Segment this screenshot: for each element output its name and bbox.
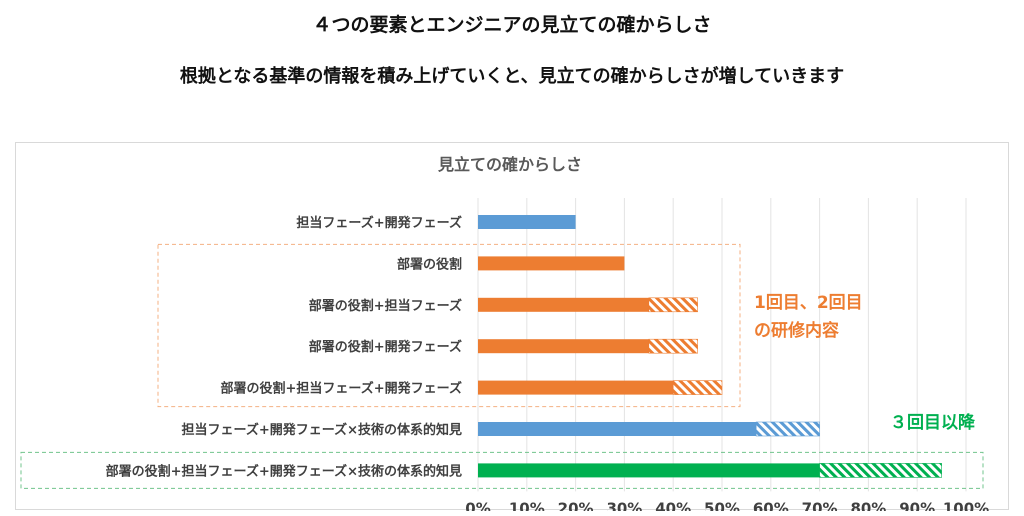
bar-solid [478,256,625,271]
bar-hatched [648,338,698,354]
x-tick-label: 100% [943,499,989,511]
category-label: 部署の役割+担当フェーズ+開発フェーズ×技術の体系的知見 [106,463,462,479]
category-label: 部署の役割+担当フェーズ [309,298,462,314]
chart-title: 見立ての確からしさ [437,155,582,174]
bar-chart: 見立ての確からしさ 担当フェーズ+開発フェーズ部署の役割部署の役割+担当フェーズ… [20,155,989,511]
green-group-callout: ３回目以降 [890,412,976,433]
x-tick-label: 80% [850,499,886,511]
page-heading: ４つの要素とエンジニアの見立ての確からしさ [312,14,712,36]
x-tick-label: 50% [704,499,740,511]
x-tick-label: 40% [655,499,691,511]
bar-solid [478,380,674,395]
chart-frame: 見立ての確からしさ 担当フェーズ+開発フェーズ部署の役割部署の役割+担当フェーズ… [15,142,1009,511]
x-tick-label: 0% [465,499,490,511]
bar-solid [478,215,576,229]
category-label: 部署の役割+開発フェーズ [309,339,462,355]
bar-solid [478,422,757,436]
x-tick-label: 30% [606,499,642,511]
bar-hatched [672,380,723,395]
category-labels: 担当フェーズ+開発フェーズ部署の役割部署の役割+担当フェーズ部署の役割+開発フェ… [106,215,462,479]
orange-group-callout-line-1: 1回目、2回目 [754,293,863,313]
x-tick-label: 90% [899,499,935,511]
category-label: 部署の役割 [397,256,462,272]
bar-solid [478,297,649,312]
bar-hatched [819,463,942,478]
group-boxes [20,243,984,489]
bar-solid [478,463,820,478]
category-label: 部署の役割+担当フェーズ+開発フェーズ [221,381,463,397]
category-label: 担当フェーズ+開発フェーズ×技術の体系的知見 [182,422,463,438]
bar-hatched [755,421,820,437]
x-tick-label: 20% [558,499,594,511]
x-tick-label: 60% [753,499,789,511]
orange-group-callout-line-2: の研修内容 [754,320,839,341]
category-label: 担当フェーズ+開発フェーズ [296,215,462,231]
page-subheading: 根拠となる基準の情報を積み上げていくと、見立ての確からしさが増していきます [179,66,845,87]
x-tick-label: 70% [802,499,838,511]
bar-hatched [648,297,698,313]
orange-group-box [157,243,741,408]
callouts: 1回目、2回目 の研修内容 ３回目以降 [754,293,976,433]
green-group-box [20,451,984,489]
bars [478,215,942,478]
x-axis-ticks: 0% 10% 20% 30% 40% 50% 60% 70% 80% 90% 100% [465,499,989,511]
bar-solid [478,339,649,354]
x-tick-label: 10% [509,499,545,511]
